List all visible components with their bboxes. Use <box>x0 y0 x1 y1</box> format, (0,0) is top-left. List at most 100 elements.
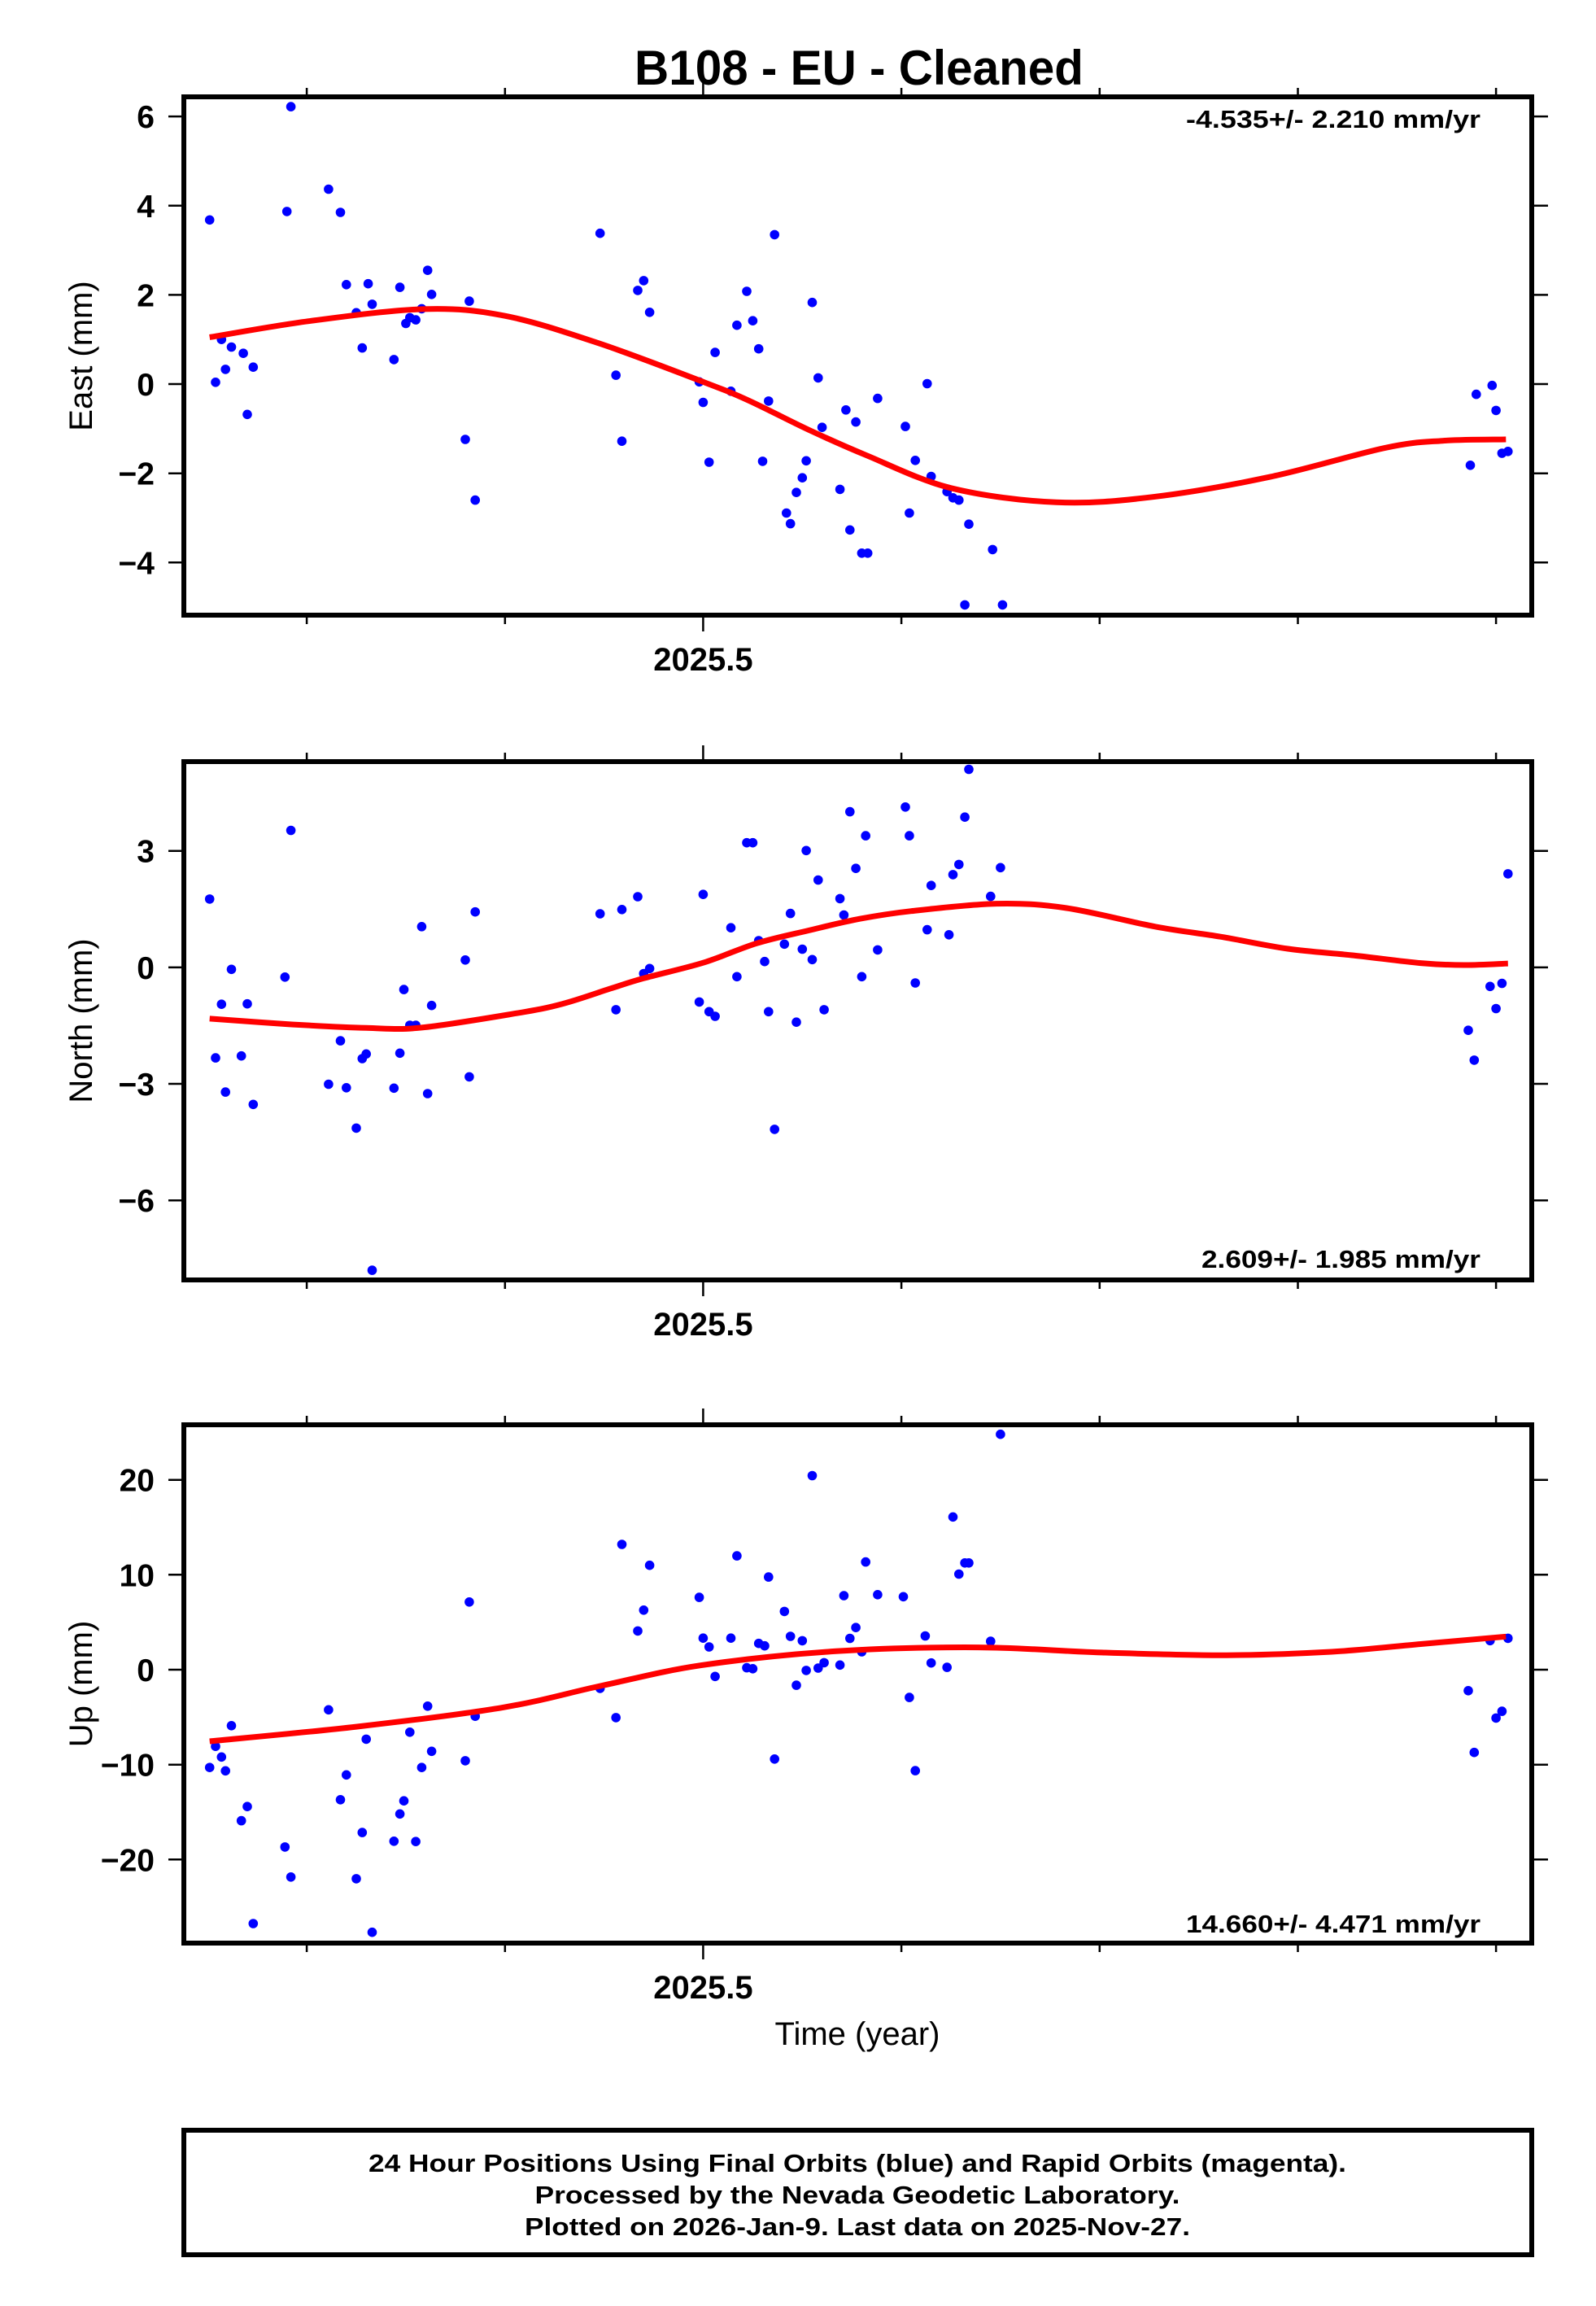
data-point <box>920 1631 931 1641</box>
data-point <box>988 544 997 555</box>
data-point <box>211 378 220 387</box>
data-point <box>286 825 296 836</box>
data-point <box>280 1842 290 1852</box>
data-point <box>204 1762 215 1772</box>
north-ytick-label: −6 <box>119 1184 155 1219</box>
north-ytick-label: −3 <box>119 1068 155 1103</box>
data-point <box>791 1680 801 1690</box>
data-point <box>611 1713 621 1723</box>
data-point <box>726 1633 736 1643</box>
data-point <box>639 1605 649 1615</box>
data-point <box>726 923 736 932</box>
data-point <box>801 1666 811 1675</box>
data-point <box>644 308 655 317</box>
up-ytick-label: 10 <box>120 1558 155 1593</box>
data-point <box>791 1017 801 1027</box>
east-ytick-label: 4 <box>137 190 155 225</box>
data-point <box>216 999 227 1009</box>
data-point <box>770 1125 779 1134</box>
data-point <box>357 1828 368 1837</box>
x-axis-label: Time (year) <box>775 2016 940 2052</box>
east-data <box>204 102 1513 610</box>
data-point <box>416 1762 427 1772</box>
data-point <box>898 1592 909 1602</box>
data-point <box>1465 461 1476 470</box>
data-point <box>910 1766 920 1775</box>
data-point <box>813 373 823 383</box>
data-point <box>611 1005 621 1015</box>
data-point <box>694 997 704 1007</box>
data-point <box>242 998 252 1009</box>
data-point <box>948 1512 958 1522</box>
data-point <box>464 1072 474 1082</box>
east-velocity-label: -4.535+/- 2.210 mm/yr <box>1186 105 1480 133</box>
data-point <box>242 1802 252 1811</box>
data-point <box>226 964 237 975</box>
data-point <box>797 944 808 954</box>
data-point <box>324 1705 334 1715</box>
data-point <box>996 863 1005 873</box>
data-point <box>732 1551 742 1561</box>
data-point <box>324 184 334 194</box>
data-point <box>710 1671 720 1682</box>
north-frame <box>181 759 1534 1282</box>
east-panel: −4 −2 0 2 4 6 2025.5 East (mm) -4.535+/- 2.210 m… <box>63 81 1548 678</box>
east-frame <box>181 94 1534 618</box>
data-point <box>1497 978 1507 989</box>
data-point <box>389 1083 399 1094</box>
data-point <box>770 229 779 240</box>
data-point <box>367 299 377 309</box>
north-panel: −6 −3 0 3 2025.5 North (mm) 2.609+/- 1.985 mm/… <box>63 745 1548 1343</box>
up-ytick-label: 20 <box>120 1464 155 1499</box>
data-point <box>710 347 720 357</box>
data-point <box>411 315 421 325</box>
data-point <box>779 1606 790 1617</box>
data-point <box>324 1079 334 1090</box>
data-point <box>351 1123 361 1133</box>
footer-line-processed: Processed by the Nevada Geodetic Laborat… <box>535 2181 1180 2209</box>
data-point <box>1497 1706 1507 1716</box>
data-point <box>286 1872 296 1882</box>
data-point <box>782 508 791 518</box>
data-point <box>997 600 1008 610</box>
data-point <box>873 393 883 404</box>
data-point <box>1491 1003 1501 1014</box>
data-point <box>910 456 920 465</box>
data-point <box>236 1815 246 1826</box>
data-point <box>1491 405 1501 416</box>
data-point <box>845 806 855 817</box>
data-point <box>411 1837 421 1846</box>
data-point <box>960 812 970 822</box>
data-point <box>286 102 296 111</box>
data-point <box>220 365 231 374</box>
data-point <box>698 397 709 408</box>
footer-line-dates: Plotted on 2026-Jan-9. Last data on 2025… <box>525 2212 1190 2241</box>
north-y-axis-label: North (mm) <box>63 938 99 1103</box>
data-point <box>986 891 996 902</box>
data-point <box>1503 869 1513 879</box>
data-point <box>960 600 970 610</box>
data-point <box>785 1631 796 1641</box>
data-point <box>617 905 627 915</box>
data-point <box>422 265 433 276</box>
data-point <box>422 1701 433 1711</box>
data-point <box>460 435 470 444</box>
data-point <box>644 963 655 974</box>
data-point <box>851 863 861 873</box>
data-point <box>942 1662 952 1672</box>
data-point <box>797 1636 808 1646</box>
data-point <box>779 939 790 950</box>
data-point <box>748 837 758 848</box>
east-ytick-label: −4 <box>119 546 155 581</box>
data-point <box>220 1087 231 1097</box>
data-point <box>742 286 752 296</box>
data-point <box>211 1053 220 1063</box>
data-point <box>757 456 768 466</box>
data-point <box>819 1005 829 1015</box>
data-point <box>595 228 605 238</box>
data-point <box>764 396 774 406</box>
data-point <box>422 1089 433 1098</box>
data-point <box>922 924 932 935</box>
data-point <box>335 207 346 217</box>
